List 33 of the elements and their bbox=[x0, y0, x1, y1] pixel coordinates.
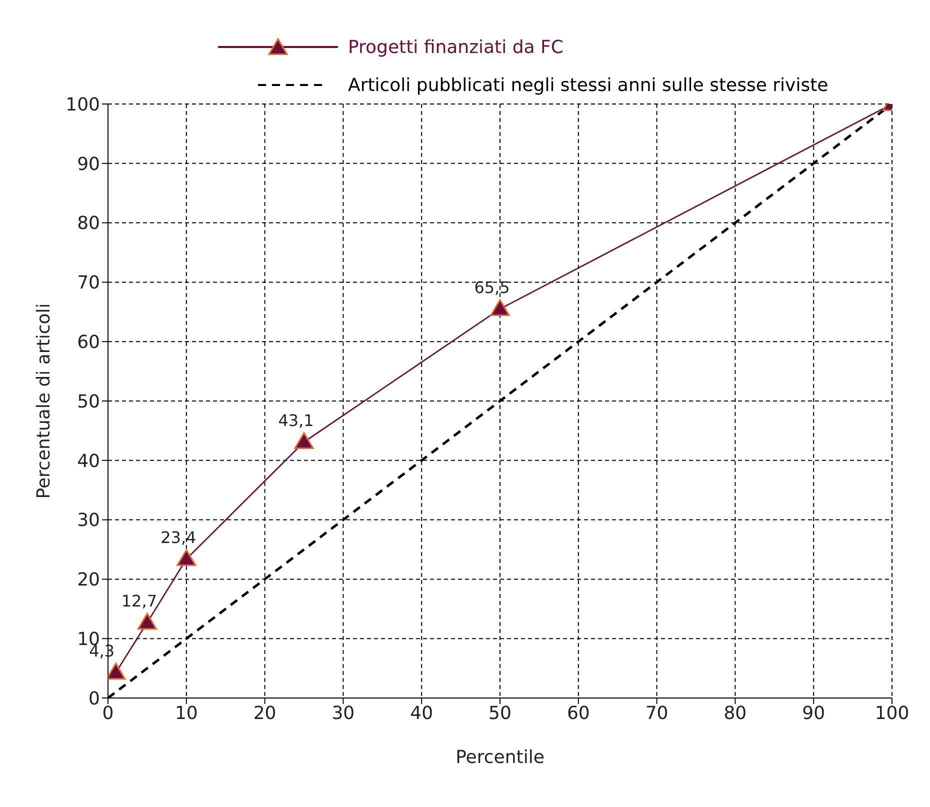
text: Progetti finanziati da FC bbox=[348, 36, 564, 58]
y-tick-label: 50 bbox=[77, 391, 100, 412]
point bbox=[294, 432, 314, 450]
x-tick-label: 10 bbox=[174, 702, 198, 724]
x-tick-label: 100 bbox=[874, 702, 910, 724]
y-tick-label: 100 bbox=[66, 94, 100, 116]
y-tick-label: 0 bbox=[88, 688, 100, 710]
x-tick-label: 50 bbox=[488, 702, 512, 724]
x-tick-label: 70 bbox=[645, 702, 668, 724]
point bbox=[137, 612, 157, 630]
data-label: 12,7 bbox=[121, 592, 158, 611]
x-tick-label: 40 bbox=[410, 702, 434, 724]
x-tick-label: 80 bbox=[724, 702, 747, 724]
x-axis-title: Percentile bbox=[456, 747, 544, 768]
y-tick-label: 60 bbox=[77, 332, 100, 353]
point bbox=[490, 299, 510, 316]
y-tick-label: 40 bbox=[77, 450, 100, 472]
point bbox=[176, 549, 196, 566]
x-tick-label: 20 bbox=[253, 702, 276, 724]
x-tick-label: 0 bbox=[102, 702, 114, 724]
y-tick-label: 70 bbox=[77, 272, 100, 294]
x-tick-label: 90 bbox=[802, 702, 826, 724]
y-axis-title: Percentuale di articoli bbox=[33, 303, 54, 499]
data-label: 65,5 bbox=[474, 278, 510, 297]
data-label: 23,4 bbox=[160, 528, 196, 548]
y-tick-label: 30 bbox=[77, 510, 100, 532]
legend-label: Articoli pubblicati negli stessi anni sulle stesse riviste bbox=[348, 74, 828, 96]
x-tick-label: 60 bbox=[566, 702, 590, 724]
data-label: 43,1 bbox=[278, 410, 314, 430]
y-tick-label: 90 bbox=[77, 154, 100, 175]
y-tick-label: 20 bbox=[77, 570, 100, 591]
y-tick-label: 80 bbox=[77, 213, 100, 234]
x-tick-label: 30 bbox=[332, 702, 355, 724]
